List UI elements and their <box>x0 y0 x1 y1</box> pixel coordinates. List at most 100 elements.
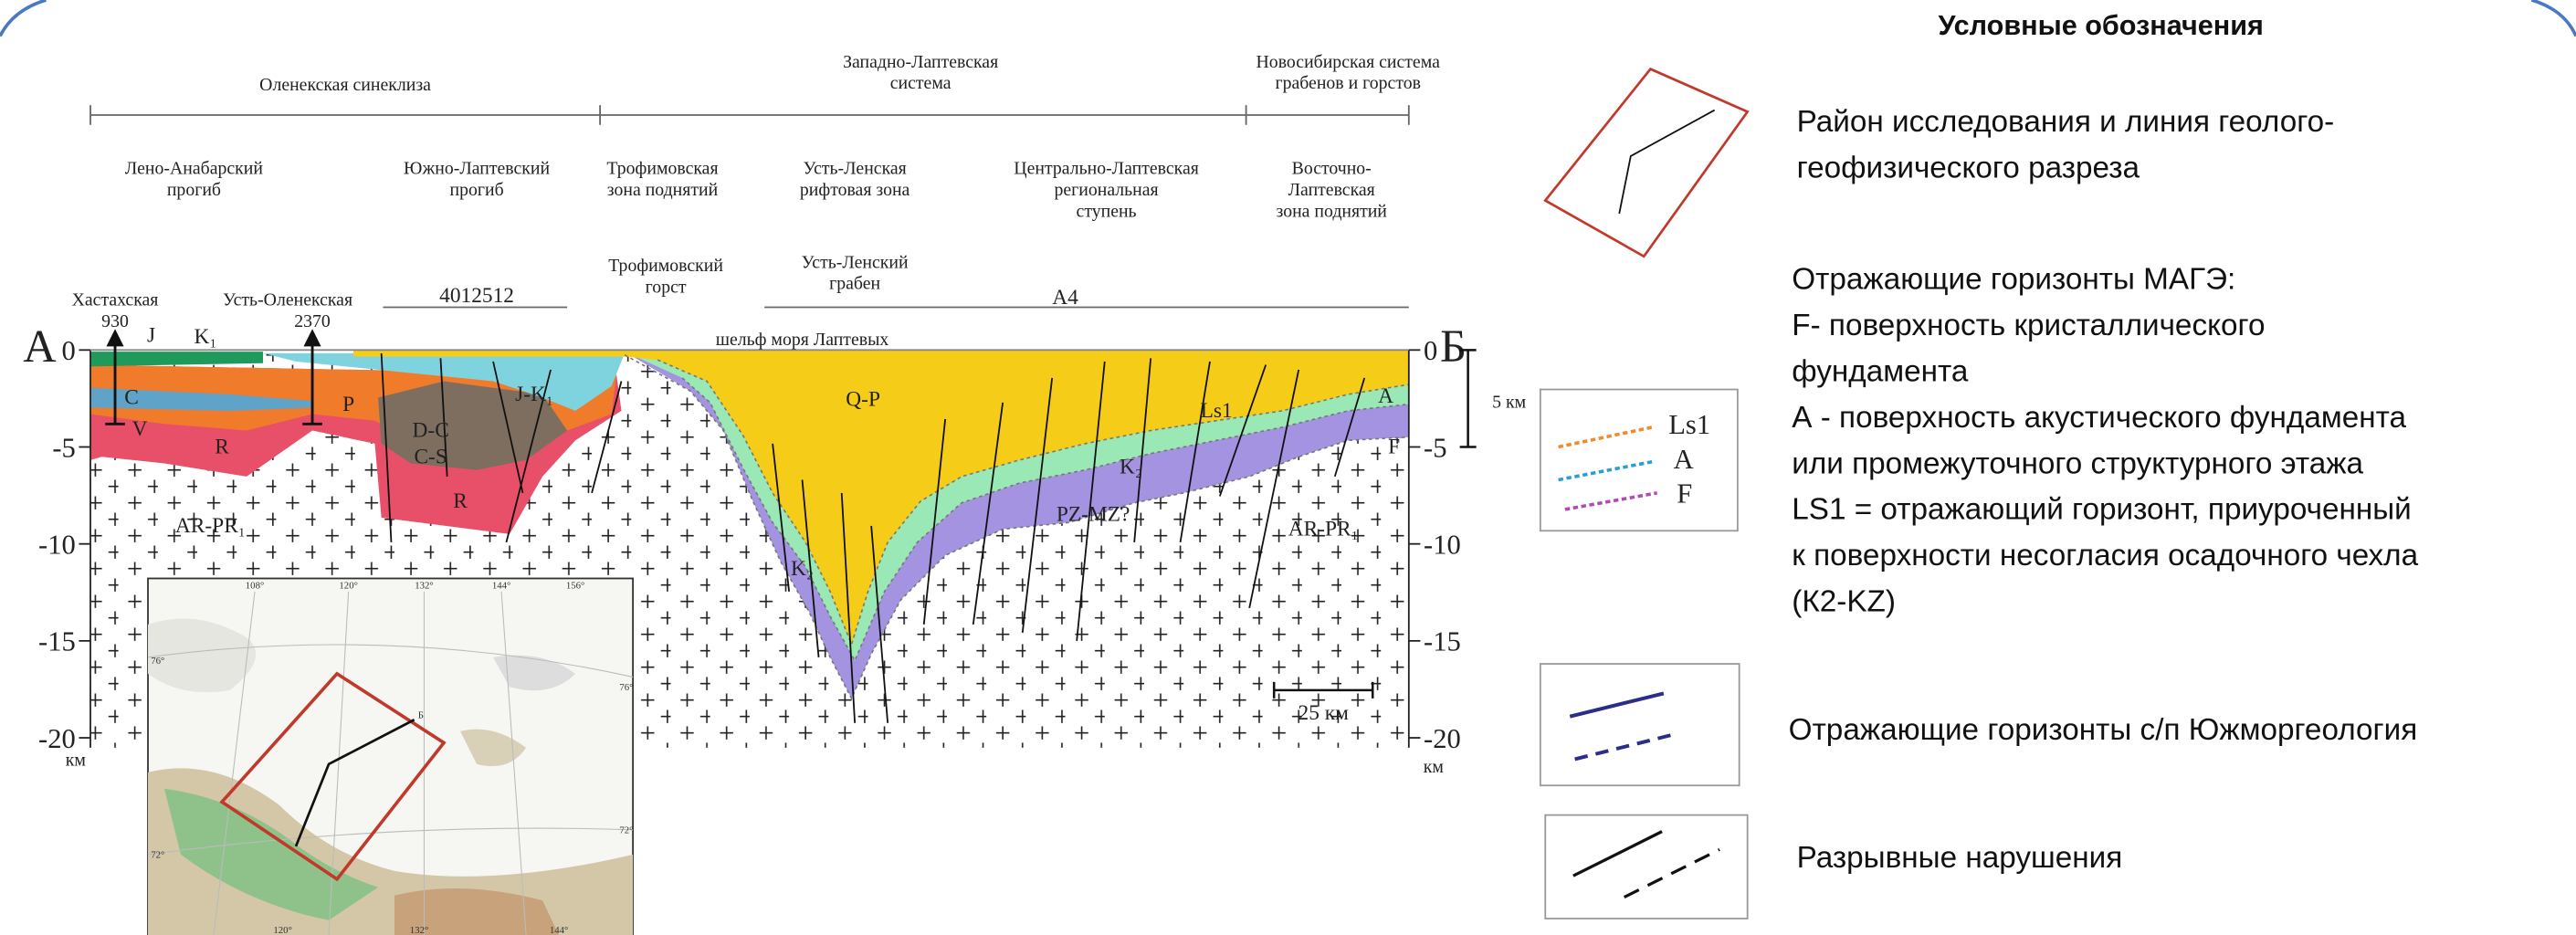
unit-label: J-K₁ <box>515 383 553 406</box>
legend-box <box>1545 815 1747 919</box>
unit-label: R <box>215 436 229 459</box>
map-tick: 132° <box>410 925 428 935</box>
unit-label: P <box>342 393 354 416</box>
map-tick: 120° <box>339 580 357 591</box>
legend-text: к поверхности несогласия осадочного чехл… <box>1792 539 2418 573</box>
unit-label: K₂ <box>1120 455 1142 478</box>
unit-label: J <box>147 323 155 347</box>
structure-label: Южно-Лаптевский <box>404 159 550 179</box>
map-tick: 72° <box>619 825 633 835</box>
region-label: Новосибирская система <box>1256 52 1441 72</box>
map-tick: 76° <box>619 682 633 693</box>
depth-label: -10 <box>1424 529 1461 560</box>
unit-label: K₁ <box>195 325 217 349</box>
region-label: система <box>890 73 952 93</box>
unit-label: AR-PR₁ <box>175 514 246 538</box>
legend-swatch-label: F <box>1677 478 1692 510</box>
legend-text: LS1 = отражающий горизонт, приуроченный <box>1792 493 2411 527</box>
depth-label: -5 <box>1424 432 1446 463</box>
unit-label: Ls1 <box>1201 399 1233 423</box>
depth-unit: км <box>66 751 87 771</box>
profile-label: 4012512 <box>439 284 514 308</box>
corner-arc <box>0 0 46 37</box>
unit-label: C <box>124 386 139 410</box>
legend-text: Разрывные нарушения <box>1797 841 2123 875</box>
corner-arc <box>2531 0 2576 37</box>
unit-label: Q-P <box>846 388 880 412</box>
structure-label: Восточно- <box>1292 159 1372 179</box>
diagram: Оленекская синеклиза Западно-Лаптевская … <box>0 0 2576 935</box>
map-tick: 156° <box>566 580 584 591</box>
legend-text: геофизического разреза <box>1797 151 2140 184</box>
section-start: А <box>23 320 57 372</box>
map-end: Б <box>418 709 424 720</box>
unit-label: PZ-MZ? <box>1057 502 1130 526</box>
region-label: Западно-Лаптевская <box>843 52 998 72</box>
region-label: Оленекская синеклиза <box>259 75 431 95</box>
structure-label: прогиб <box>449 180 503 200</box>
section-end: Б <box>1440 320 1467 372</box>
shelf-label: шельф моря Лаптевых <box>716 330 889 350</box>
well-depth: 930 <box>101 311 129 331</box>
unit-label: K₂ <box>791 557 814 581</box>
unit-label: C-S <box>414 446 447 469</box>
map-tick: 132° <box>415 580 433 591</box>
substructure-label: грабен <box>829 274 880 294</box>
unit-label: R <box>453 489 468 513</box>
legend-text: Район исследования и линия геолого- <box>1797 105 2335 139</box>
structure-label: Лаптевская <box>1288 180 1375 200</box>
structure-label: зона поднятий <box>1277 202 1388 222</box>
depth-label: -20 <box>1424 723 1461 754</box>
depth-label: -15 <box>38 626 76 657</box>
substructure-label: Трофимовский <box>608 256 723 276</box>
legend-text: или промежуточного структурного этажа <box>1792 446 2363 480</box>
legend-title: Условные обозначения <box>1939 10 2264 41</box>
map-tick: 76° <box>151 656 164 667</box>
depth-unit: км <box>1424 757 1445 777</box>
well-name: Хастахская <box>72 290 159 310</box>
horizontal-scale: 25 км <box>1299 701 1350 725</box>
structure-label: региональная <box>1054 180 1158 200</box>
structure-label: Усть-Ленская <box>803 159 906 179</box>
well-name: Усть-Оленекская <box>223 290 352 310</box>
profile-label: А4 <box>1052 286 1078 310</box>
structure-label: зона поднятий <box>607 180 719 200</box>
structure-label: Центрально-Лаптевская <box>1014 159 1199 179</box>
legend-text: Отражающие горизонты с/п Южморгеология <box>1789 713 2418 747</box>
depth-label: -10 <box>38 529 76 560</box>
map-tick: 120° <box>273 925 291 935</box>
legend-text: F- поверхность кристаллического <box>1792 309 2265 342</box>
legend-box <box>1540 664 1740 785</box>
depth-label: 0 <box>62 335 76 366</box>
substructure-label: горст <box>646 277 687 297</box>
legend-swatch-label: Ls1 <box>1668 409 1710 440</box>
map-tick: 144° <box>492 580 510 591</box>
unit-label: F <box>1388 436 1400 459</box>
region-scale <box>90 105 1409 125</box>
map-tick: 72° <box>151 849 164 860</box>
unit-label: V <box>132 417 148 441</box>
structure-label: Трофимовская <box>606 159 718 179</box>
structure-label: Лено-Анабарский <box>125 159 264 179</box>
substructure-label: Усть-Ленский <box>802 252 909 272</box>
legend-area-icon <box>1545 69 1747 257</box>
legend-swatch-label: A <box>1674 444 1694 475</box>
unit-label: AR-PR₁ <box>1288 518 1359 541</box>
legend-text: Отражающие горизонты МАГЭ: <box>1792 263 2235 297</box>
structure-label: прогиб <box>167 180 221 200</box>
depth-label: -5 <box>52 432 75 463</box>
well-depth: 2370 <box>294 311 331 331</box>
structure-label: ступень <box>1077 202 1137 222</box>
legend-text: (К2-KZ) <box>1792 584 1896 618</box>
map-tick: 108° <box>246 580 264 591</box>
region-label: грабенов и горстов <box>1275 73 1420 93</box>
depth-label: -15 <box>1424 626 1461 657</box>
unit-label: D-C <box>413 419 449 443</box>
vertical-scale: 5 км <box>1492 392 1526 412</box>
legend-text: фундамента <box>1792 355 1969 389</box>
depth-label: 0 <box>1424 335 1437 366</box>
unit-label: A <box>1378 384 1393 408</box>
page: { "section": { "regions": [["Оленекская … <box>0 0 2576 935</box>
structure-label: рифтовая зона <box>800 180 910 200</box>
map-tick: 144° <box>550 925 568 935</box>
